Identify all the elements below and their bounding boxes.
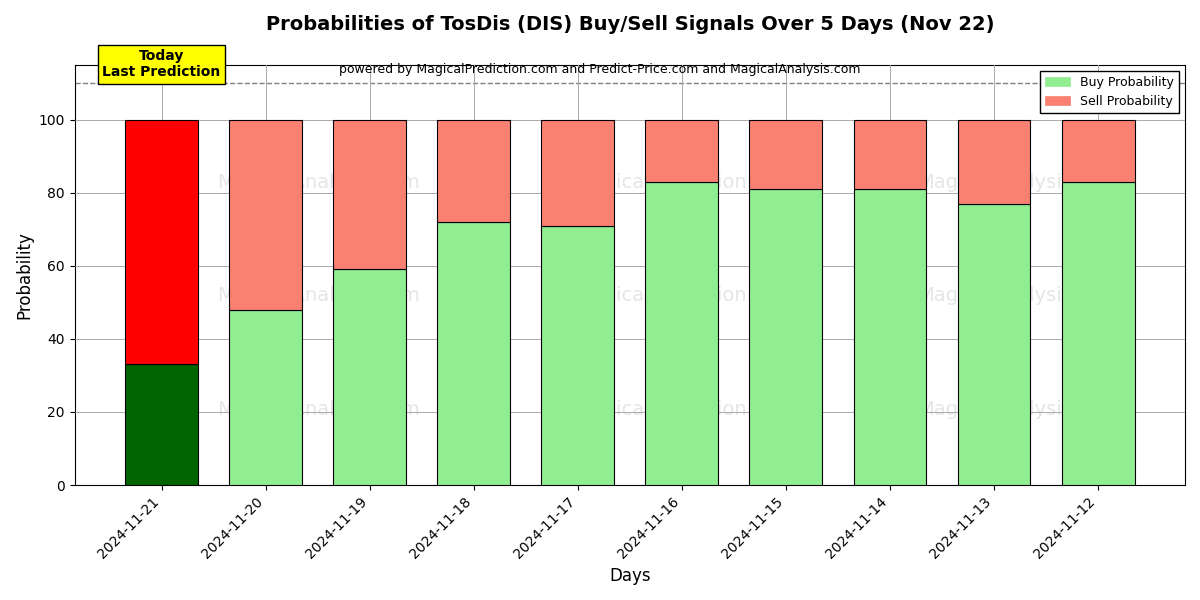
Bar [437,119,510,222]
Bar [229,310,302,485]
Text: MagicalAnalysis.com: MagicalAnalysis.com [917,173,1120,192]
Bar [958,203,1031,485]
Bar [1062,119,1134,182]
Bar [334,269,406,485]
Text: MagicalAnalysis.com: MagicalAnalysis.com [217,286,420,305]
Bar [853,119,926,189]
Y-axis label: Probability: Probability [16,231,34,319]
Text: Today
Last Prediction: Today Last Prediction [102,49,221,79]
Bar [541,119,614,226]
Title: Probabilities of TosDis (DIS) Buy/Sell Signals Over 5 Days (Nov 22): Probabilities of TosDis (DIS) Buy/Sell S… [265,15,994,34]
Bar [646,119,719,182]
Bar [541,226,614,485]
Bar [750,189,822,485]
Text: MagicalPrediction.com: MagicalPrediction.com [576,400,796,419]
Text: MagicalAnalysis.com: MagicalAnalysis.com [217,400,420,419]
Text: MagicalPrediction.com: MagicalPrediction.com [576,173,796,192]
Text: MagicalAnalysis.com: MagicalAnalysis.com [917,400,1120,419]
Bar [334,119,406,269]
Bar [750,119,822,189]
Bar [437,222,510,485]
Text: MagicalAnalysis.com: MagicalAnalysis.com [917,286,1120,305]
Text: powered by MagicalPrediction.com and Predict-Price.com and MagicalAnalysis.com: powered by MagicalPrediction.com and Pre… [340,63,860,76]
Bar [125,119,198,364]
Bar [229,119,302,310]
Bar [958,119,1031,203]
Bar [646,182,719,485]
Bar [125,364,198,485]
Text: MagicalPrediction.com: MagicalPrediction.com [576,286,796,305]
Bar [1062,182,1134,485]
Text: MagicalAnalysis.com: MagicalAnalysis.com [217,173,420,192]
Legend: Buy Probability, Sell Probability: Buy Probability, Sell Probability [1040,71,1178,113]
X-axis label: Days: Days [610,567,650,585]
Bar [853,189,926,485]
